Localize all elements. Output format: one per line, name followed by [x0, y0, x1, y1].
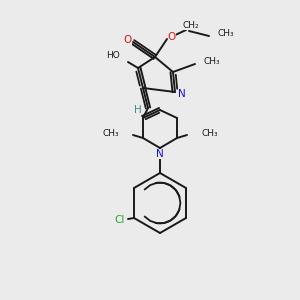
- Text: O: O: [168, 32, 176, 42]
- Text: HO: HO: [106, 52, 120, 61]
- Text: CH₂: CH₂: [183, 20, 199, 29]
- Text: H: H: [134, 105, 142, 115]
- Text: CH₃: CH₃: [201, 128, 217, 137]
- Text: CH₃: CH₃: [217, 29, 234, 38]
- Text: CH₃: CH₃: [102, 128, 119, 137]
- Text: Cl: Cl: [115, 215, 125, 225]
- Text: N: N: [156, 149, 164, 159]
- Text: N: N: [178, 89, 186, 99]
- Text: O: O: [124, 35, 132, 45]
- Text: CH₃: CH₃: [203, 56, 220, 65]
